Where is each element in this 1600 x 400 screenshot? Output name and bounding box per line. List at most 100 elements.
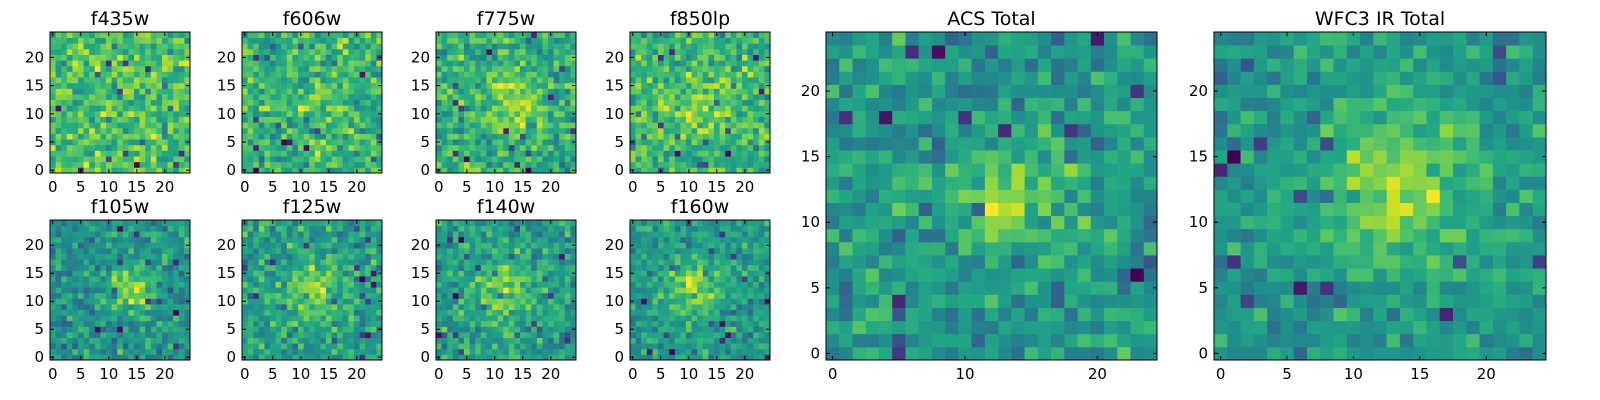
heatmap-cell [663, 133, 670, 140]
heatmap-cell [570, 259, 577, 266]
heatmap-cell [663, 326, 670, 333]
heatmap-cell [669, 309, 676, 316]
heatmap-cell [447, 225, 454, 232]
heatmap-cell [314, 161, 321, 168]
heatmap-cell [548, 304, 554, 310]
heatmap-cell [309, 276, 316, 282]
heatmap-cell [342, 220, 349, 226]
heatmap-cell [697, 94, 704, 101]
heatmap-cell [525, 82, 532, 89]
heatmap-cell [758, 37, 765, 44]
heatmap-cell [646, 348, 653, 355]
heatmap-cell [742, 127, 748, 134]
heatmap-cell [525, 156, 532, 163]
heatmap-cell [94, 309, 101, 316]
heatmap-cell [281, 110, 288, 117]
heatmap-cell [452, 60, 459, 67]
heatmap-cell [553, 309, 560, 316]
heatmap-cell [348, 298, 355, 305]
heatmap-cell [331, 332, 338, 338]
heatmap-cell [314, 37, 321, 44]
heatmap-cell [184, 281, 191, 288]
heatmap-cell [298, 225, 304, 232]
heatmap-cell [139, 77, 146, 84]
heatmap-cell [55, 37, 62, 44]
heatmap-cell [117, 77, 124, 84]
heatmap-cell [730, 122, 737, 129]
y-tick-label: 20 [411, 48, 430, 66]
heatmap-cell [436, 259, 442, 266]
heatmap-cell [764, 304, 771, 310]
heatmap-cell [447, 220, 454, 226]
heatmap-cell [486, 236, 493, 243]
heatmap-cell [486, 127, 493, 134]
heatmap-cell [525, 88, 532, 95]
heatmap-cell [78, 348, 84, 355]
heatmap-cell [134, 231, 140, 238]
heatmap-cell [264, 236, 271, 243]
heatmap-cell [247, 71, 254, 78]
heatmap-cell [719, 315, 726, 322]
heatmap-cell [447, 71, 454, 78]
heatmap-cell [94, 48, 101, 55]
heatmap-cell [514, 65, 521, 72]
heatmap-cell [447, 127, 454, 134]
heatmap-cell [247, 220, 254, 226]
heatmap-cell [78, 315, 84, 322]
heatmap-cell [139, 99, 146, 106]
heatmap-cell [78, 139, 84, 146]
heatmap-cell [178, 326, 185, 333]
heatmap-cell [359, 150, 366, 157]
heatmap-cell [173, 94, 180, 101]
heatmap-cell [242, 65, 248, 72]
heatmap-cell [492, 242, 498, 249]
heatmap-cell [697, 122, 704, 129]
x-tick-label: 15 [319, 178, 338, 196]
heatmap-cell [370, 71, 377, 78]
heatmap-cell [663, 122, 670, 129]
heatmap-cell [134, 264, 140, 271]
heatmap-cell [348, 304, 355, 310]
heatmap-cell [764, 144, 771, 151]
heatmap-cell [365, 65, 372, 72]
heatmap-cell [691, 43, 698, 50]
heatmap-cell [764, 320, 771, 327]
heatmap-cell [486, 116, 493, 123]
heatmap-cell [314, 110, 321, 117]
heatmap-cell [89, 110, 96, 117]
heatmap-cell [242, 144, 248, 151]
y-tick-label: 0 [226, 161, 236, 179]
heatmap-cell [475, 236, 482, 243]
heatmap-cell [320, 253, 327, 260]
heatmap-cell [258, 337, 265, 344]
heatmap-cell [730, 99, 737, 106]
heatmap-cell [564, 276, 571, 282]
heatmap-cell [441, 65, 448, 72]
heatmap-cell [691, 287, 698, 294]
heatmap-cell [708, 65, 715, 72]
heatmap-cell [134, 337, 140, 344]
heatmap-cell [714, 127, 720, 134]
heatmap-cell [458, 116, 465, 123]
heatmap-cell [646, 127, 653, 134]
heatmap-cell [55, 105, 62, 112]
heatmap-cell [122, 150, 129, 157]
heatmap-cell [447, 105, 454, 112]
heatmap-cell [150, 99, 157, 106]
heatmap-cell [725, 309, 732, 316]
heatmap-cell [641, 326, 648, 333]
heatmap-cell [275, 65, 282, 72]
heatmap-cell [134, 292, 140, 299]
heatmap-cell [680, 65, 687, 72]
heatmap-cell [178, 71, 185, 78]
heatmap-cell [281, 88, 288, 95]
heatmap-cell [247, 236, 254, 243]
heatmap-cell [531, 337, 538, 344]
x-tick-label: 10 [99, 365, 118, 383]
heatmap-cell [520, 54, 526, 61]
heatmap-cell [359, 343, 366, 350]
heatmap-cell [753, 54, 760, 61]
heatmap-cell [111, 116, 118, 123]
heatmap-cell [553, 122, 560, 129]
heatmap-cell [286, 304, 293, 310]
